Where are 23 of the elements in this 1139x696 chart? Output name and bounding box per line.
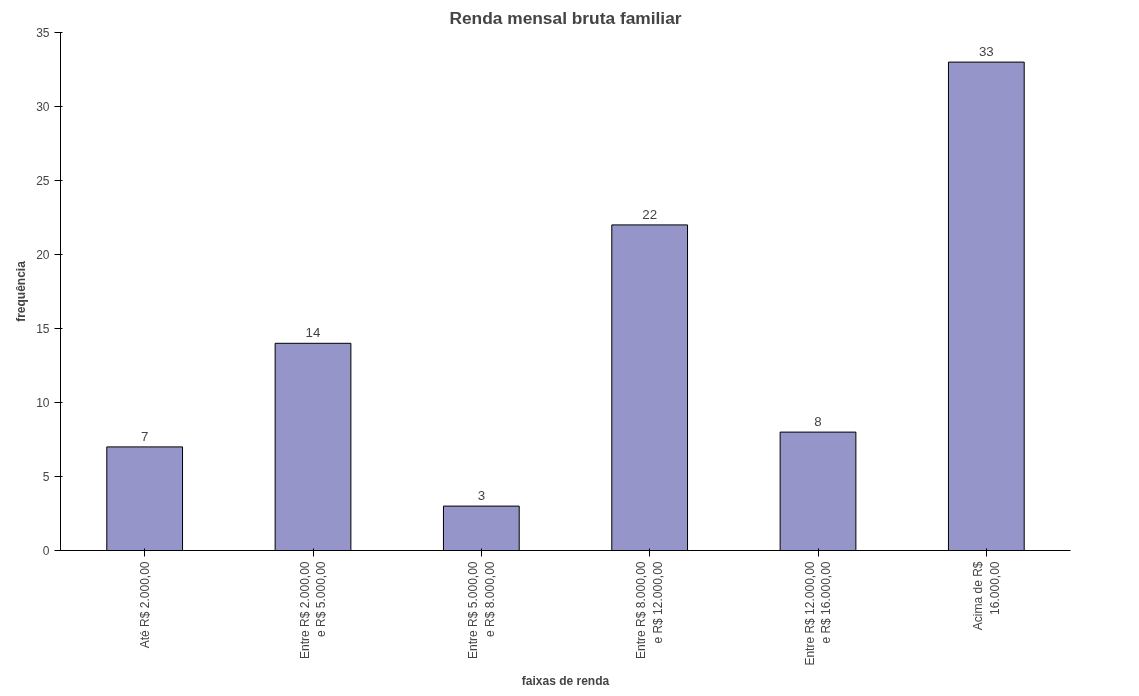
data-label: 7 xyxy=(140,428,149,444)
y-axis-title: frequência xyxy=(14,260,29,322)
x-tick-label: Entre R$ 12.000,00 e R$ 16.000,00 xyxy=(802,561,834,666)
data-label: 8 xyxy=(814,414,822,430)
y-tick-label: 10 xyxy=(36,396,50,410)
y-tick-label: 20 xyxy=(36,248,50,262)
x-tick-label: Entre R$ 5.000,00 e R$ 8.000,00 xyxy=(465,561,497,659)
y-tick-label: 25 xyxy=(36,174,50,188)
chart-title: Renda mensal bruta familiar xyxy=(449,7,682,28)
y-tick-label: 35 xyxy=(36,26,50,40)
x-axis-title: faixas de renda xyxy=(521,673,610,688)
x-tick-label: Entre R$ 8.000,00 e R$ 12.000,00 xyxy=(634,561,666,659)
x-tick-label: Entre R$ 2.000,00 e R$ 5.000,00 xyxy=(297,561,329,659)
y-tick-label: 30 xyxy=(36,100,50,114)
data-label: 14 xyxy=(305,325,321,341)
data-label: 33 xyxy=(978,44,994,60)
x-tick-label: Acima de R$ 16.000,00 xyxy=(970,561,1002,631)
y-tick-label: 0 xyxy=(42,544,50,558)
x-tick-label: Até R$ 2.000,00 xyxy=(137,561,152,649)
data-label: 3 xyxy=(477,488,486,504)
y-tick-label: 15 xyxy=(36,322,50,336)
y-tick-label: 5 xyxy=(42,470,50,484)
data-label: 22 xyxy=(642,206,658,222)
